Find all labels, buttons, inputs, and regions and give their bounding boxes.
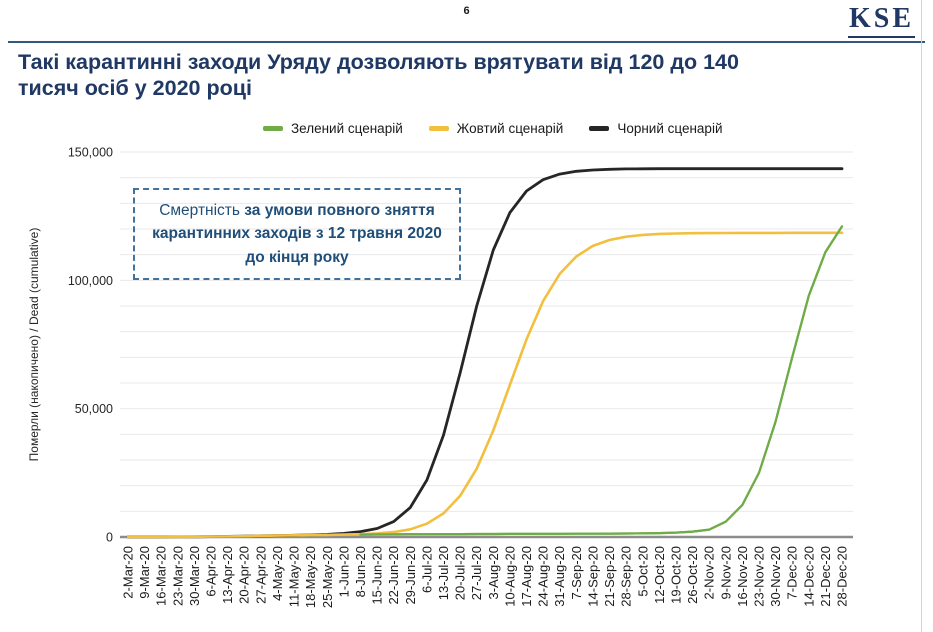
legend-label: Жовтий сценарій bbox=[456, 121, 564, 136]
x-tick-label: 30-Mar-20 bbox=[187, 546, 202, 606]
x-tick-label: 23-Mar-20 bbox=[170, 546, 185, 606]
x-tick-label: 16-Nov-20 bbox=[735, 546, 750, 607]
x-tick-label: 24-Aug-20 bbox=[536, 546, 551, 607]
x-tick-label: 21-Dec-20 bbox=[818, 546, 833, 607]
x-tick-label: 14-Dec-20 bbox=[801, 546, 816, 607]
chart-legend: Зелений сценарій Жовтий сценарій Чорний сц… bbox=[263, 121, 722, 136]
kse-logo: KSE bbox=[847, 3, 915, 38]
slide-title-line2: тисяч осіб у 2020 році bbox=[18, 76, 252, 101]
legend-item-0: Зелений сценарій bbox=[263, 121, 403, 136]
x-tick-label: 28-Sep-20 bbox=[619, 546, 634, 607]
x-tick-label: 1-Jun-20 bbox=[336, 546, 351, 597]
x-tick-label: 6-Apr-20 bbox=[204, 546, 219, 597]
x-tick-label: 8-Jun-20 bbox=[353, 546, 368, 597]
y-tick-label: 0 bbox=[106, 531, 113, 545]
x-tick-label: 20-Apr-20 bbox=[237, 546, 252, 604]
x-tick-label: 9-Nov-20 bbox=[718, 546, 733, 599]
annotation-box: Смертність за умови повного зняття каран… bbox=[133, 188, 461, 280]
legend-item-1: Жовтий сценарій bbox=[428, 121, 564, 136]
x-tick-label: 10-Aug-20 bbox=[502, 546, 517, 607]
x-tick-label: 30-Nov-20 bbox=[768, 546, 783, 607]
slide-title-line1: Такі карантинні заходи Уряду дозволяють … bbox=[18, 50, 739, 74]
legend-label: Чорний сценарій bbox=[617, 121, 723, 136]
y-axis-title: Померли (накопичено) / Dead (cumulative) bbox=[27, 228, 41, 462]
slide-title: Такі карантинні заходи Уряду дозволяють … bbox=[18, 49, 898, 102]
y-tick-label: 150,000 bbox=[68, 146, 113, 160]
annotation-text-normal: Смертність bbox=[159, 202, 245, 219]
x-tick-label: 28-Dec-20 bbox=[835, 546, 850, 607]
x-tick-label: 18-May-20 bbox=[303, 546, 318, 608]
x-tick-label: 14-Sep-20 bbox=[585, 546, 600, 607]
x-tick-label: 7-Sep-20 bbox=[569, 546, 584, 599]
x-tick-label: 16-Mar-20 bbox=[154, 546, 169, 606]
x-tick-label: 4-May-20 bbox=[270, 546, 285, 601]
x-tick-label: 5-Oct-20 bbox=[635, 546, 650, 597]
y-tick-label: 50,000 bbox=[75, 402, 113, 416]
page-number: 6 bbox=[463, 5, 470, 17]
x-tick-label: 26-Oct-20 bbox=[685, 546, 700, 604]
x-tick-label: 29-Jun-20 bbox=[403, 546, 418, 605]
x-tick-label: 23-Nov-20 bbox=[751, 546, 766, 607]
legend-swatch-icon bbox=[589, 126, 610, 131]
x-tick-label: 2-Mar-20 bbox=[121, 546, 136, 599]
x-tick-label: 3-Aug-20 bbox=[486, 546, 501, 599]
x-tick-label: 6-Jul-20 bbox=[419, 546, 434, 593]
x-tick-label: 13-Apr-20 bbox=[220, 546, 235, 604]
x-tick-label: 7-Dec-20 bbox=[785, 546, 800, 599]
x-tick-label: 20-Jul-20 bbox=[453, 546, 468, 600]
x-tick-label: 17-Aug-20 bbox=[519, 546, 534, 607]
x-tick-label: 15-Jun-20 bbox=[370, 546, 385, 605]
legend-swatch-icon bbox=[263, 126, 283, 131]
x-tick-label: 13-Jul-20 bbox=[436, 546, 451, 600]
x-tick-label: 27-Apr-20 bbox=[253, 546, 268, 604]
x-tick-label: 12-Oct-20 bbox=[652, 546, 667, 604]
x-tick-label: 2-Nov-20 bbox=[702, 546, 717, 599]
x-tick-label: 11-May-20 bbox=[287, 546, 302, 607]
legend-label: Зелений сценарій bbox=[291, 121, 403, 136]
x-tick-label: 21-Sep-20 bbox=[602, 546, 617, 607]
annotation-text-bold: за умови повного зняття карантинних захо… bbox=[152, 202, 442, 266]
series-line-1 bbox=[126, 231, 844, 539]
y-tick-label: 100,000 bbox=[68, 274, 113, 288]
series-line-0 bbox=[359, 225, 844, 536]
legend-item-2: Чорний сценарій bbox=[589, 121, 722, 136]
x-tick-label: 27-Jul-20 bbox=[469, 546, 484, 600]
x-tick-label: 22-Jun-20 bbox=[386, 546, 401, 605]
right-edge-line bbox=[921, 0, 922, 632]
x-tick-label: 25-May-20 bbox=[320, 546, 335, 608]
header-divider bbox=[8, 41, 925, 43]
legend-swatch-icon bbox=[428, 126, 449, 131]
x-tick-label: 31-Aug-20 bbox=[552, 546, 567, 607]
x-tick-label: 19-Oct-20 bbox=[668, 546, 683, 604]
x-tick-label: 9-Mar-20 bbox=[137, 546, 152, 599]
